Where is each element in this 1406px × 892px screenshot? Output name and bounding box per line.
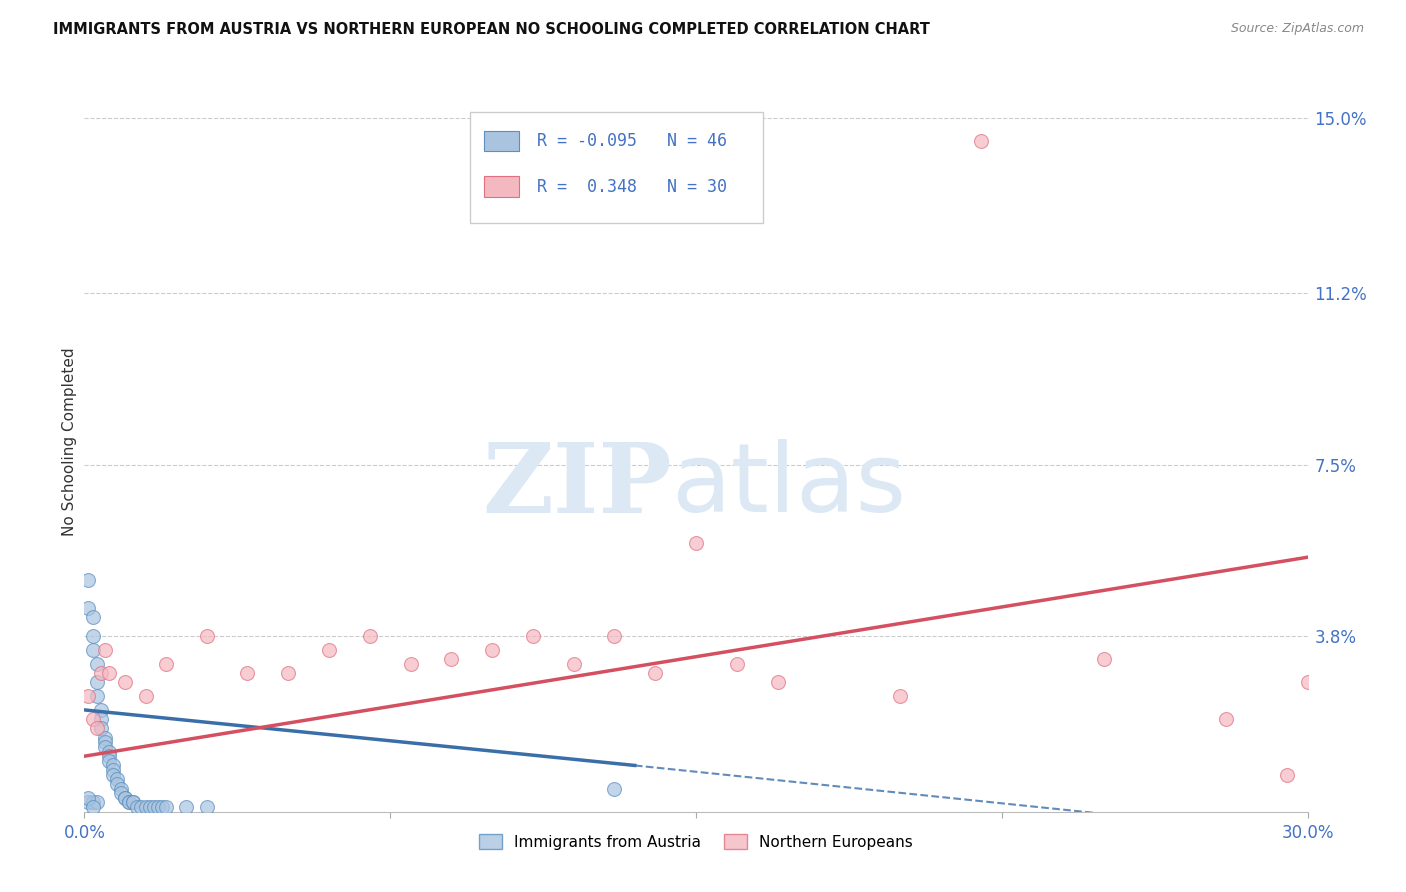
Point: [77, 601, 100, 615]
Point: [90, 712, 112, 726]
Point: [644, 665, 666, 680]
Point: [277, 665, 299, 680]
Point: [82, 610, 104, 624]
Point: [93, 735, 115, 749]
Point: [86, 689, 108, 703]
Point: [142, 800, 165, 814]
Legend: Immigrants from Austria, Northern Europeans: Immigrants from Austria, Northern Europe…: [472, 828, 920, 856]
Point: [1296, 675, 1319, 690]
FancyBboxPatch shape: [484, 130, 519, 152]
Point: [118, 796, 141, 810]
Point: [440, 652, 463, 666]
Point: [562, 657, 585, 671]
Point: [82, 629, 104, 643]
Point: [77, 796, 100, 810]
Point: [86, 675, 108, 690]
Point: [101, 758, 124, 772]
Point: [93, 739, 115, 754]
Point: [82, 800, 104, 814]
Point: [131, 800, 153, 814]
Point: [97, 665, 120, 680]
Point: [114, 790, 136, 805]
Point: [105, 777, 128, 791]
Text: ZIP: ZIP: [482, 439, 672, 533]
Point: [86, 657, 108, 671]
Point: [118, 796, 141, 810]
Point: [110, 786, 132, 800]
Point: [135, 689, 157, 703]
Point: [195, 800, 218, 814]
Point: [82, 642, 104, 657]
Y-axis label: No Schooling Completed: No Schooling Completed: [62, 347, 77, 536]
Point: [318, 642, 340, 657]
Point: [93, 642, 115, 657]
Point: [82, 712, 104, 726]
Point: [195, 629, 218, 643]
Point: [359, 629, 381, 643]
Point: [522, 629, 544, 643]
Text: R = -0.095   N = 46: R = -0.095 N = 46: [537, 132, 727, 150]
Point: [77, 574, 100, 588]
Text: R =  0.348   N = 30: R = 0.348 N = 30: [537, 178, 727, 195]
Point: [77, 689, 100, 703]
Point: [114, 790, 136, 805]
Point: [127, 800, 149, 814]
Point: [155, 800, 177, 814]
Point: [603, 629, 626, 643]
Point: [122, 796, 145, 810]
Point: [1092, 652, 1115, 666]
Point: [110, 781, 132, 796]
Point: [174, 800, 197, 814]
Point: [90, 703, 112, 717]
Text: IMMIGRANTS FROM AUSTRIA VS NORTHERN EUROPEAN NO SCHOOLING COMPLETED CORRELATION : IMMIGRANTS FROM AUSTRIA VS NORTHERN EURO…: [53, 22, 931, 37]
Point: [1277, 767, 1299, 781]
Point: [138, 800, 160, 814]
Point: [77, 790, 100, 805]
Point: [97, 749, 120, 764]
Point: [970, 134, 993, 148]
Point: [685, 536, 707, 550]
Text: atlas: atlas: [672, 440, 907, 533]
Point: [101, 763, 124, 777]
Point: [889, 689, 911, 703]
Point: [236, 665, 259, 680]
Point: [399, 657, 422, 671]
Point: [93, 731, 115, 745]
Point: [86, 722, 108, 736]
Point: [135, 800, 157, 814]
Point: [725, 657, 748, 671]
Point: [155, 657, 177, 671]
Point: [105, 772, 128, 787]
Point: [481, 642, 503, 657]
Point: [114, 675, 136, 690]
Point: [146, 800, 169, 814]
Point: [97, 745, 120, 759]
Point: [603, 781, 626, 796]
Point: [97, 754, 120, 768]
FancyBboxPatch shape: [484, 177, 519, 197]
Point: [150, 800, 173, 814]
Point: [101, 767, 124, 781]
Text: Source: ZipAtlas.com: Source: ZipAtlas.com: [1230, 22, 1364, 36]
Point: [90, 665, 112, 680]
Point: [90, 722, 112, 736]
Point: [86, 796, 108, 810]
Point: [766, 675, 789, 690]
Point: [122, 796, 145, 810]
Point: [1215, 712, 1237, 726]
Point: [82, 796, 104, 810]
FancyBboxPatch shape: [470, 112, 763, 223]
